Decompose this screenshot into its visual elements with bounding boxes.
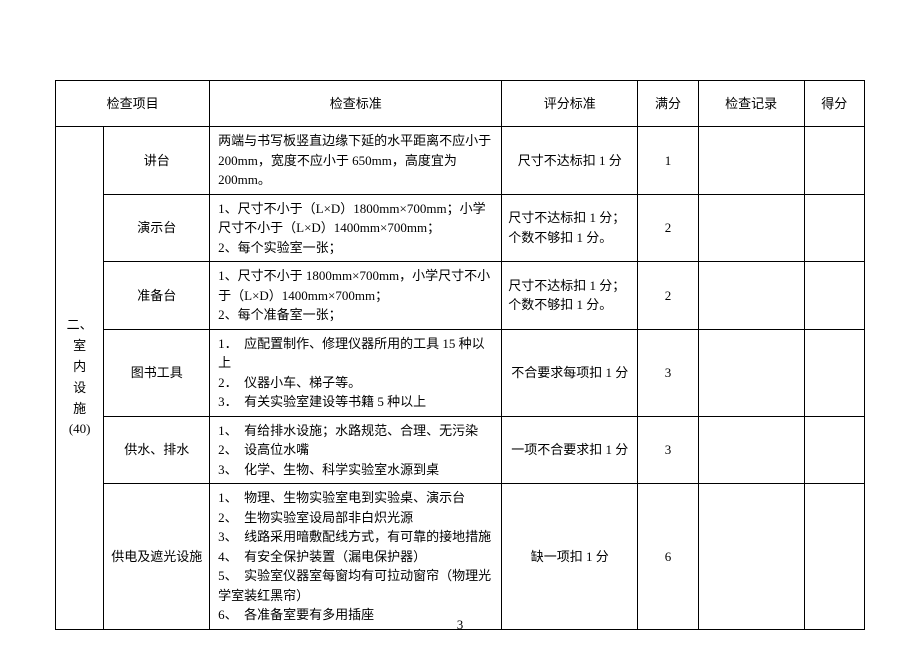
scoring-cell: 一项不合要求扣 1 分 [502, 416, 638, 484]
item-cell: 供电及遮光设施 [104, 484, 210, 630]
item-cell: 图书工具 [104, 329, 210, 416]
record-cell [698, 194, 804, 262]
item-cell: 供水、排水 [104, 416, 210, 484]
category-line: (40) [69, 419, 91, 440]
table-row: 供电及遮光设施 1、 物理、生物实验室电到实验桌、演示台2、 生物实验室设局部非… [56, 484, 865, 630]
item-cell: 准备台 [104, 262, 210, 330]
header-record: 检查记录 [698, 81, 804, 127]
category-line: 内 [73, 357, 86, 378]
mark-cell [804, 127, 864, 195]
full-cell: 3 [638, 329, 698, 416]
full-cell: 6 [638, 484, 698, 630]
category-line: 二、 [67, 315, 93, 336]
page-number: 3 [0, 617, 920, 633]
standard-cell: 1、 物理、生物实验室电到实验桌、演示台2、 生物实验室设局部非白炽光源3、 线… [210, 484, 502, 630]
table-header-row: 检查项目 检查标准 评分标准 满分 检查记录 得分 [56, 81, 865, 127]
scoring-cell: 尺寸不达标扣 1 分 [502, 127, 638, 195]
mark-cell [804, 262, 864, 330]
standard-cell: 1、 有给排水设施；水路规范、合理、无污染2、 设高位水嘴3、 化学、生物、科学… [210, 416, 502, 484]
category-line: 室 [73, 336, 86, 357]
scoring-cell: 尺寸不达标扣 1 分；个数不够扣 1 分。 [502, 262, 638, 330]
mark-cell [804, 484, 864, 630]
full-cell: 1 [638, 127, 698, 195]
standard-cell: 1． 应配置制作、修理仪器所用的工具 15 种以上2． 仪器小车、梯子等。3． … [210, 329, 502, 416]
scoring-cell: 不合要求每项扣 1 分 [502, 329, 638, 416]
standard-cell: 1、尺寸不小于（L×D）1800mm×700mm；小学尺寸不小于（L×D）140… [210, 194, 502, 262]
table-row: 供水、排水 1、 有给排水设施；水路规范、合理、无污染2、 设高位水嘴3、 化学… [56, 416, 865, 484]
scoring-cell: 尺寸不达标扣 1 分；个数不够扣 1 分。 [502, 194, 638, 262]
record-cell [698, 127, 804, 195]
category-line: 设 [73, 378, 86, 399]
standard-cell: 两端与书写板竖直边缘下延的水平距离不应小于 200mm，宽度不应小于 650mm… [210, 127, 502, 195]
header-full: 满分 [638, 81, 698, 127]
category-line: 施 [73, 399, 86, 420]
table-row: 图书工具 1． 应配置制作、修理仪器所用的工具 15 种以上2． 仪器小车、梯子… [56, 329, 865, 416]
full-cell: 2 [638, 194, 698, 262]
header-standard: 检查标准 [210, 81, 502, 127]
header-category: 检查项目 [56, 81, 210, 127]
header-mark: 得分 [804, 81, 864, 127]
mark-cell [804, 194, 864, 262]
full-cell: 3 [638, 416, 698, 484]
scoring-cell: 缺一项扣 1 分 [502, 484, 638, 630]
table-row: 演示台 1、尺寸不小于（L×D）1800mm×700mm；小学尺寸不小于（L×D… [56, 194, 865, 262]
standard-cell: 1、尺寸不小于 1800mm×700mm，小学尺寸不小于（L×D）1400mm×… [210, 262, 502, 330]
record-cell [698, 484, 804, 630]
record-cell [698, 329, 804, 416]
full-cell: 2 [638, 262, 698, 330]
mark-cell [804, 329, 864, 416]
table-row: 二、 室 内 设 施 (40) 讲台 两端与书写板竖直边缘下延的水平距离不应小于… [56, 127, 865, 195]
item-cell: 演示台 [104, 194, 210, 262]
record-cell [698, 416, 804, 484]
table-row: 准备台 1、尺寸不小于 1800mm×700mm，小学尺寸不小于（L×D）140… [56, 262, 865, 330]
header-scoring: 评分标准 [502, 81, 638, 127]
record-cell [698, 262, 804, 330]
category-cell: 二、 室 内 设 施 (40) [56, 127, 104, 630]
inspection-table: 检查项目 检查标准 评分标准 满分 检查记录 得分 二、 室 内 设 施 (40… [55, 80, 865, 630]
item-cell: 讲台 [104, 127, 210, 195]
mark-cell [804, 416, 864, 484]
